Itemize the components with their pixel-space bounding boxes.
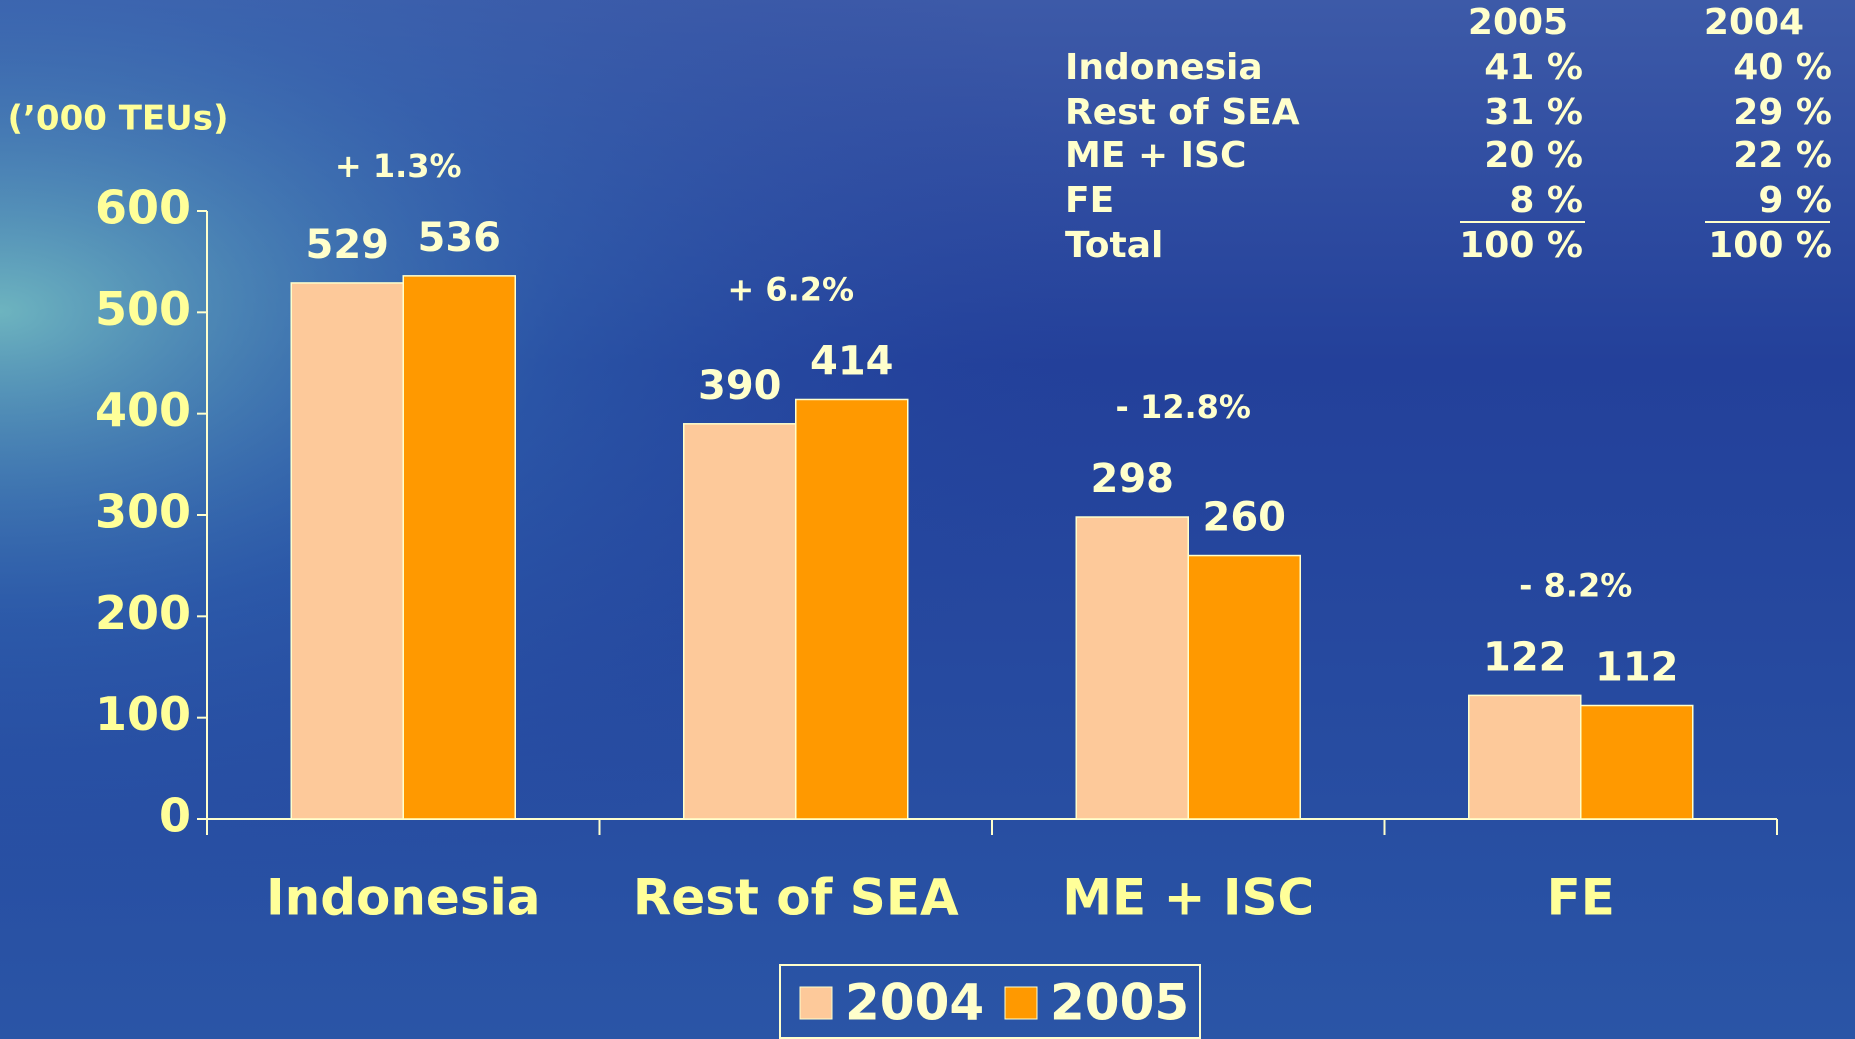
y-tick-label: 600 <box>95 181 191 235</box>
table-cell: 41 % <box>1484 47 1583 88</box>
table-cell: 8 % <box>1509 180 1583 221</box>
table-row-label: Rest of SEA <box>1065 92 1300 133</box>
x-tick-label: FE <box>1547 869 1615 927</box>
bar <box>403 276 515 819</box>
y-tick-label: 500 <box>95 282 191 336</box>
table-header: 2004 <box>1704 2 1804 43</box>
y-tick-label: 300 <box>95 485 191 539</box>
growth-annotation: - 8.2% <box>1519 566 1632 604</box>
table-cell: 100 % <box>1459 225 1583 266</box>
value-label: 260 <box>1203 495 1287 541</box>
table-cell: 40 % <box>1733 47 1832 88</box>
y-tick-label: 200 <box>95 586 191 640</box>
legend-label: 2004 <box>845 974 984 1032</box>
value-label: 529 <box>306 222 390 268</box>
table-row-label: Indonesia <box>1065 47 1263 88</box>
table-row-label: Total <box>1065 225 1163 266</box>
table-cell: 29 % <box>1733 92 1832 133</box>
value-label: 414 <box>810 338 894 384</box>
value-label: 112 <box>1595 645 1679 691</box>
y-tick-label: 100 <box>95 687 191 741</box>
table-cell: 100 % <box>1708 225 1832 266</box>
bar <box>1581 706 1693 819</box>
page: (’000 TEUs) 0 100 200 300 400 500 600 Indonesia… <box>0 0 1855 1039</box>
x-tick-label: Indonesia <box>266 869 541 927</box>
table-row-label: FE <box>1065 180 1114 221</box>
value-label: 390 <box>698 363 782 409</box>
x-tick-label: ME + ISC <box>1062 869 1314 927</box>
table-cell: 31 % <box>1484 92 1583 133</box>
legend-swatch <box>1005 987 1037 1019</box>
bar <box>1188 556 1300 819</box>
bar <box>796 399 908 819</box>
growth-annotation: - 12.8% <box>1116 388 1251 426</box>
value-label: 536 <box>418 215 502 261</box>
bar <box>684 424 796 819</box>
table-cell: 9 % <box>1758 180 1832 221</box>
value-label: 298 <box>1091 456 1175 502</box>
table-cell: 22 % <box>1733 135 1832 176</box>
table-row-label: ME + ISC <box>1065 135 1246 176</box>
legend-label: 2005 <box>1050 974 1189 1032</box>
y-tick-label: 0 <box>159 789 191 843</box>
value-label: 122 <box>1483 634 1567 680</box>
bar <box>1076 517 1188 819</box>
y-tick-label: 400 <box>95 383 191 437</box>
growth-annotation: + 1.3% <box>335 147 462 185</box>
growth-annotation: + 6.2% <box>727 270 854 308</box>
table-cell: 20 % <box>1484 135 1583 176</box>
y-axis-label: (’000 TEUs) <box>7 99 228 139</box>
table-header: 2005 <box>1468 2 1568 43</box>
chart: (’000 TEUs) 0 100 200 300 400 500 600 Indonesia… <box>0 0 1855 1039</box>
legend-swatch <box>800 987 832 1019</box>
x-tick-label: Rest of SEA <box>633 869 959 927</box>
bar <box>1469 695 1581 819</box>
bar <box>291 283 403 819</box>
